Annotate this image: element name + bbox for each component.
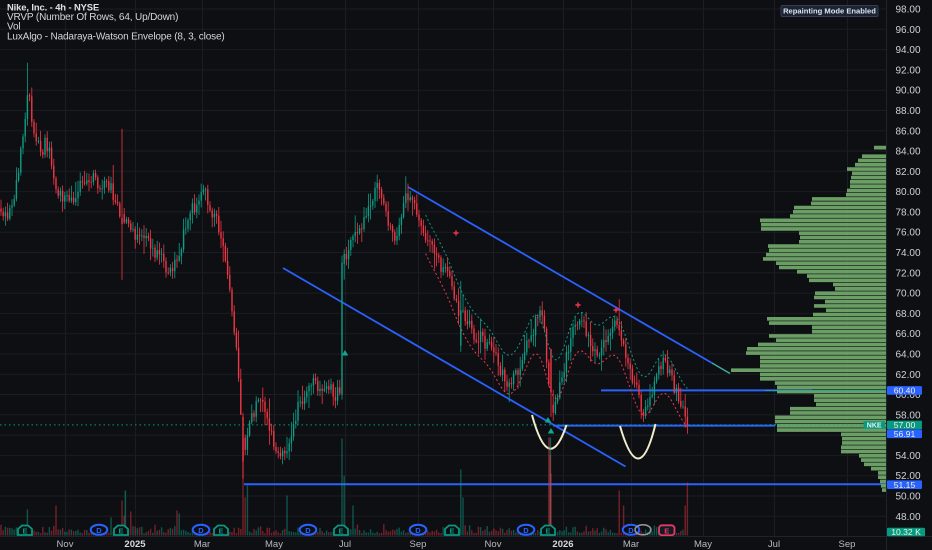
svg-text:Nike, Inc. - 4h - NYSE: Nike, Inc. - 4h - NYSE: [7, 1, 99, 12]
svg-text:80.00: 80.00: [895, 187, 920, 198]
svg-text:94.00: 94.00: [895, 45, 920, 56]
svg-text:Mar: Mar: [623, 539, 639, 550]
svg-text:Jul: Jul: [768, 539, 780, 550]
svg-text:66.00: 66.00: [895, 329, 920, 340]
svg-text:50.00: 50.00: [895, 492, 920, 503]
svg-text:10.32 K: 10.32 K: [891, 527, 921, 537]
svg-text:Sep: Sep: [839, 539, 856, 550]
svg-text:96.00: 96.00: [895, 25, 920, 36]
svg-text:Jul: Jul: [339, 539, 351, 550]
svg-text:E: E: [545, 527, 550, 536]
svg-text:D: D: [198, 526, 204, 535]
svg-text:E: E: [664, 526, 669, 535]
svg-text:D: D: [96, 526, 102, 535]
svg-text:D: D: [628, 526, 634, 535]
svg-text:D: D: [305, 526, 311, 535]
svg-text:74.00: 74.00: [895, 248, 920, 259]
svg-text:62.00: 62.00: [895, 370, 920, 381]
svg-text:2025: 2025: [124, 539, 146, 550]
svg-text:72.00: 72.00: [895, 268, 920, 279]
svg-text:68.00: 68.00: [895, 309, 920, 320]
svg-text:82.00: 82.00: [895, 167, 920, 178]
svg-text:52.00: 52.00: [895, 471, 920, 482]
svg-text:Mar: Mar: [194, 539, 210, 550]
svg-text:84.00: 84.00: [895, 147, 920, 158]
svg-text:VRVP (Number Of Rows, 64, Up/D: VRVP (Number Of Rows, 64, Up/Down): [7, 12, 178, 23]
svg-text:Nov: Nov: [485, 539, 502, 550]
svg-text:May: May: [694, 539, 712, 550]
svg-text:51.15: 51.15: [894, 480, 916, 490]
svg-text:Sep: Sep: [410, 539, 427, 550]
svg-text:E: E: [118, 527, 123, 536]
svg-text:56.91: 56.91: [894, 429, 916, 439]
svg-text:2026: 2026: [552, 539, 573, 550]
svg-text:D: D: [415, 526, 421, 535]
svg-text:May: May: [265, 539, 283, 550]
svg-text:D: D: [523, 526, 529, 535]
svg-text:78.00: 78.00: [895, 207, 920, 218]
svg-text:92.00: 92.00: [895, 65, 920, 76]
svg-text:70.00: 70.00: [895, 289, 920, 300]
svg-text:Repainting Mode Enabled: Repainting Mode Enabled: [783, 7, 876, 16]
svg-text:90.00: 90.00: [895, 86, 920, 97]
svg-text:LuxAlgo - Nadaraya-Watson Enve: LuxAlgo - Nadaraya-Watson Envelope (8, 3…: [7, 31, 225, 42]
svg-text:NKE: NKE: [867, 422, 882, 429]
svg-text:54.00: 54.00: [895, 451, 920, 462]
svg-text:E: E: [449, 527, 454, 536]
svg-text:E: E: [338, 527, 343, 536]
svg-text:76.00: 76.00: [895, 228, 920, 239]
svg-text:48.00: 48.00: [895, 512, 920, 523]
svg-text:60.40: 60.40: [894, 386, 916, 396]
svg-text:98.00: 98.00: [895, 5, 920, 16]
svg-text:E: E: [22, 527, 27, 536]
svg-text:60.00: 60.00: [895, 390, 920, 401]
svg-text:E: E: [218, 527, 223, 536]
svg-text:64.00: 64.00: [895, 350, 920, 361]
svg-text:88.00: 88.00: [895, 106, 920, 117]
svg-text:Nov: Nov: [57, 539, 74, 550]
svg-text:57.00: 57.00: [894, 420, 916, 430]
svg-text:Vol: Vol: [7, 22, 20, 33]
svg-text:58.00: 58.00: [895, 410, 920, 421]
svg-text:86.00: 86.00: [895, 126, 920, 137]
